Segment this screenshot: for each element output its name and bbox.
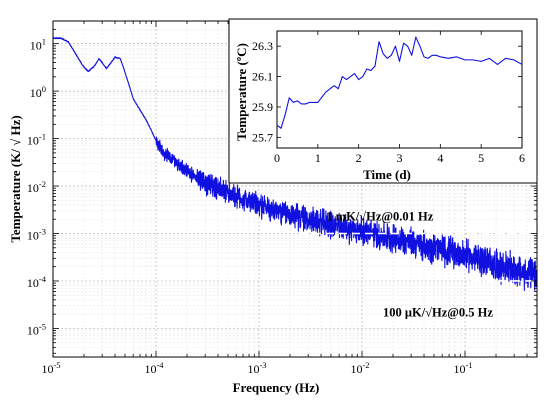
y-tick-base: 10 bbox=[27, 181, 39, 195]
y-tick-label: 10-1 bbox=[27, 132, 46, 148]
main-reference-lines bbox=[299, 232, 537, 282]
y-tick-exponent: -4 bbox=[39, 274, 47, 284]
inset-x-tick-label: 2 bbox=[356, 151, 362, 165]
inset-chart: 0 1 2 3 4 5 6 25.7 25.9 26.1 26.3 Time (d) Temper… bbox=[228, 18, 538, 184]
x-tick-exponent: -3 bbox=[259, 360, 266, 370]
y-tick-label: 10-5 bbox=[27, 321, 46, 337]
inset-y-tick-label: 25.7 bbox=[252, 130, 273, 144]
x-tick-exponent: -5 bbox=[53, 360, 60, 370]
inset-x-tick-label: 4 bbox=[437, 151, 443, 165]
inset-y-tick-label: 26.1 bbox=[252, 70, 273, 84]
y-tick-label: 101 bbox=[30, 37, 46, 53]
inset-tick-marks bbox=[276, 31, 523, 148]
main-series bbox=[52, 36, 538, 292]
main-y-axis-title: Temperature (K/ √ Hz) bbox=[8, 115, 23, 242]
y-tick-exponent: 0 bbox=[42, 84, 46, 94]
y-tick-base: 10 bbox=[30, 86, 42, 100]
inset-x-tick-label: 1 bbox=[315, 151, 321, 165]
y-tick-base: 10 bbox=[27, 134, 39, 148]
y-tick-base: 10 bbox=[27, 276, 39, 290]
psd-series-line bbox=[52, 36, 538, 292]
inset-temperature-line bbox=[276, 36, 523, 129]
main-grid bbox=[52, 20, 538, 357]
y-tick-label: 10-4 bbox=[27, 274, 47, 290]
y-tick-exponent: 1 bbox=[42, 37, 46, 47]
inset-x-tick-label: 6 bbox=[519, 151, 525, 165]
y-tick-exponent: -5 bbox=[39, 321, 46, 331]
x-tick-exponent: -2 bbox=[362, 360, 369, 370]
annotation-100uk: 100 μK/√Hz@0.5 Hz bbox=[383, 305, 493, 319]
annotation-1mk: 1 mK/√Hz@0.01 Hz bbox=[326, 209, 433, 223]
inset-x-tick-label: 3 bbox=[397, 151, 403, 165]
y-tick-label: 100 bbox=[30, 84, 46, 100]
inset-y-tick-labels: 25.7 25.9 26.1 26.3 bbox=[252, 39, 273, 144]
inset-x-tick-labels: 0 1 2 3 4 5 6 bbox=[274, 151, 525, 165]
inset-y-tick-label: 25.9 bbox=[252, 100, 273, 114]
inset-y-axis-title: Temperature (ºC) bbox=[234, 43, 249, 141]
y-tick-exponent: -3 bbox=[39, 226, 46, 236]
main-x-axis-title: Frequency (Hz) bbox=[233, 380, 320, 395]
x-tick-exponent: -1 bbox=[465, 360, 472, 370]
y-tick-label: 10-2 bbox=[27, 179, 46, 195]
inset-y-tick-label: 26.3 bbox=[252, 39, 273, 53]
x-tick-exponent: -4 bbox=[156, 360, 164, 370]
inset-x-axis-title: Time (d) bbox=[363, 167, 411, 182]
inset-x-tick-label: 0 bbox=[274, 151, 280, 165]
y-tick-base: 10 bbox=[30, 39, 42, 53]
y-tick-exponent: -1 bbox=[39, 132, 46, 142]
y-tick-base: 10 bbox=[27, 228, 39, 242]
y-tick-exponent: -2 bbox=[39, 179, 46, 189]
inset-x-tick-label: 5 bbox=[478, 151, 484, 165]
inset-series bbox=[276, 36, 523, 129]
y-tick-label: 10-3 bbox=[27, 226, 46, 242]
y-tick-base: 10 bbox=[27, 323, 39, 337]
